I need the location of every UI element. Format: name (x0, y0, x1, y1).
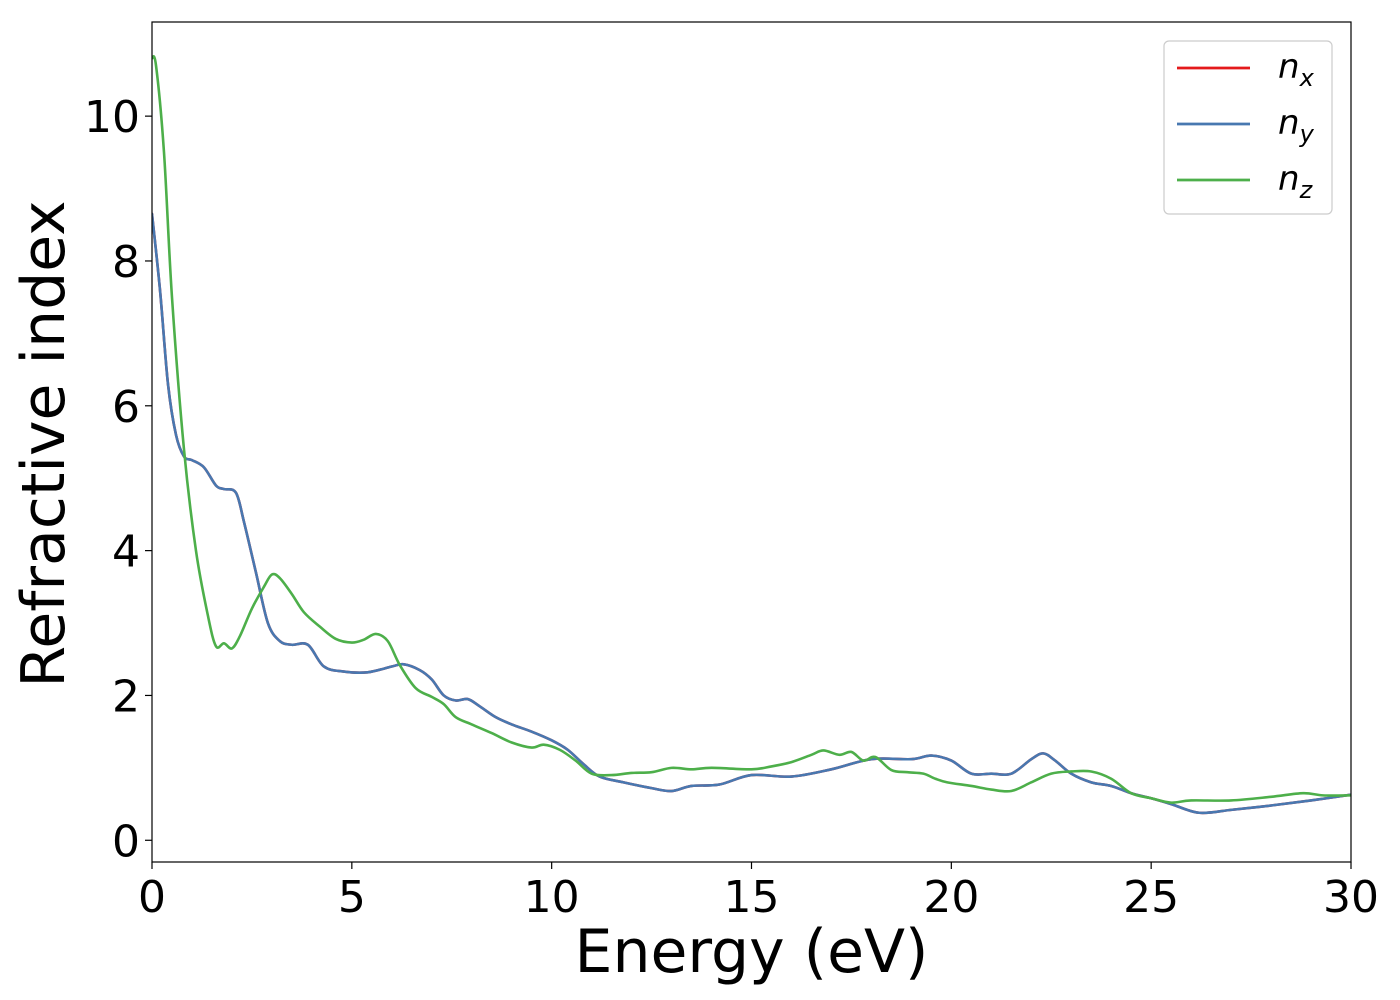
y-axis-label: Refractive index (9, 200, 79, 687)
x-tick-label: 10 (524, 872, 580, 923)
legend-subscript-x: x (1299, 64, 1315, 92)
series-line-z (152, 55, 1351, 804)
x-tick-label: 0 (138, 872, 166, 923)
series-layer (152, 55, 1351, 815)
x-axis: 0 5 10 15 20 25 30 (138, 862, 1379, 923)
x-tick-label: 25 (1123, 872, 1179, 923)
x-tick-label: 15 (724, 872, 780, 923)
y-tick-label: 10 (84, 92, 140, 143)
y-tick-label: 2 (112, 671, 140, 722)
x-tick-label: 20 (923, 872, 979, 923)
y-axis: 0 2 4 6 8 10 (84, 92, 152, 867)
y-tick-label: 4 (112, 527, 140, 578)
y-tick-label: 6 (112, 382, 140, 433)
legend-box (1163, 40, 1333, 215)
legend-subscript-y: y (1299, 120, 1315, 148)
legend-subscript-z: z (1299, 176, 1314, 204)
x-axis-label: Energy (eV) (575, 917, 929, 987)
plot-area-background (152, 22, 1351, 862)
y-tick-label: 8 (112, 237, 140, 288)
x-tick-label: 5 (338, 872, 366, 923)
x-tick-label: 30 (1323, 872, 1379, 923)
series-line-y (152, 212, 1351, 815)
y-tick-label: 0 (112, 816, 140, 867)
